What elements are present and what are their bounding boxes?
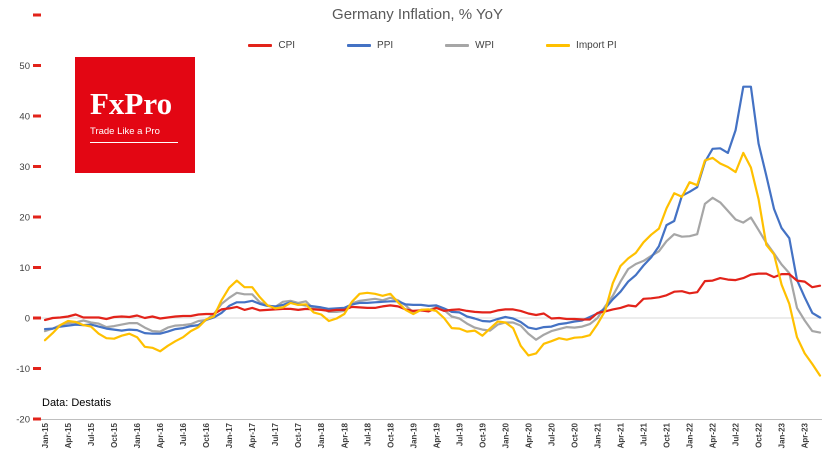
x-axis-label: Oct-15	[110, 422, 119, 447]
x-axis-label: Jul-21	[640, 422, 649, 446]
x-axis-label: Jul-17	[271, 422, 280, 446]
y-axis-tick	[33, 114, 41, 118]
x-axis-label: Apr-15	[64, 422, 73, 448]
x-axis-label: Jan-16	[133, 422, 142, 448]
legend-label-wpi: WPI	[475, 40, 495, 51]
y-axis-label: -10	[16, 364, 30, 375]
legend-item-import-pi: Import PI	[546, 40, 617, 51]
y-axis-label: 10	[19, 263, 30, 274]
data-source-note: Data: Destatis	[42, 397, 112, 409]
legend-key-wpi-line-icon	[445, 44, 470, 47]
x-axis-label: Apr-19	[432, 422, 441, 448]
legend-key-ppi-line-icon	[347, 44, 372, 47]
x-axis-label: Jan-21	[593, 422, 602, 448]
x-axis-label: Oct-19	[478, 422, 487, 447]
y-axis-tick	[33, 417, 41, 421]
y-axis-tick	[33, 13, 41, 17]
legend-item-ppi: PPI	[347, 40, 393, 51]
legend-item-cpi: CPI	[248, 40, 295, 51]
x-axis-label: Jan-22	[686, 422, 695, 448]
x-axis-label: Jul-22	[732, 422, 741, 446]
x-axis-label: Apr-23	[801, 422, 810, 448]
y-axis-label: 20	[19, 213, 30, 224]
legend-item-wpi: WPI	[445, 40, 494, 51]
y-axis-label: -20	[16, 415, 30, 426]
x-axis-label: Oct-21	[663, 422, 672, 447]
y-axis-tick	[33, 316, 41, 320]
x-axis-label: Jul-20	[547, 422, 556, 446]
x-axis-label: Jan-17	[225, 422, 234, 448]
x-axis-label: Apr-18	[340, 422, 349, 448]
x-axis-label: Oct-18	[386, 422, 395, 447]
series-line-cpi	[43, 272, 822, 322]
x-axis-label: Apr-16	[156, 422, 165, 448]
y-axis-tick	[33, 165, 41, 168]
y-axis-tick	[33, 215, 41, 219]
fxpro-logo: FxPro Trade Like a Pro	[75, 57, 195, 173]
y-axis-label: 0	[25, 314, 30, 325]
y-axis-label: 50	[19, 61, 30, 72]
y-axis-label: 40	[19, 112, 30, 123]
x-axis-label: Jul-15	[87, 422, 96, 446]
x-axis-label: Apr-17	[248, 422, 257, 448]
legend-key-cpi-line-icon	[248, 44, 273, 47]
x-axis-label: Jan-19	[409, 422, 418, 448]
y-axis-tick	[33, 367, 41, 370]
series-line-ppi	[43, 85, 822, 335]
x-axis-label: Oct-16	[202, 422, 211, 447]
fxpro-logo-tagline: Trade Like a Pro	[90, 126, 178, 143]
x-axis-label: Jan-15	[41, 422, 50, 448]
chart-title: Germany Inflation, % YoY	[332, 6, 503, 23]
fxpro-logo-wordmark: FxPro	[90, 85, 173, 121]
x-axis-label: Oct-17	[294, 422, 303, 447]
legend-label-import-pi: Import PI	[576, 40, 617, 51]
x-axis-label: Jan-20	[501, 422, 510, 448]
x-axis-label: Jan-18	[317, 422, 326, 448]
y-axis-tick	[33, 64, 41, 67]
series-line-import-pi	[43, 151, 822, 377]
x-axis-label: Oct-22	[755, 422, 764, 447]
legend-label-cpi: CPI	[278, 40, 296, 51]
y-axis-label: 30	[19, 162, 30, 173]
x-axis-label: Jan-23	[778, 422, 787, 448]
legend: CPI PPI WPI Import PI	[30, 40, 835, 51]
x-axis-label: Apr-21	[616, 422, 625, 448]
x-axis-label: Jul-19	[455, 422, 464, 446]
legend-label-ppi: PPI	[377, 40, 394, 51]
x-axis-label: Apr-22	[709, 422, 718, 448]
x-axis-label: Oct-20	[570, 422, 579, 447]
x-axis-label: Apr-20	[524, 422, 533, 448]
legend-key-import-pi-line-icon	[546, 44, 571, 47]
x-axis-label: Jul-16	[179, 422, 188, 446]
y-axis-tick	[33, 266, 41, 269]
x-axis-label: Jul-18	[363, 422, 372, 446]
